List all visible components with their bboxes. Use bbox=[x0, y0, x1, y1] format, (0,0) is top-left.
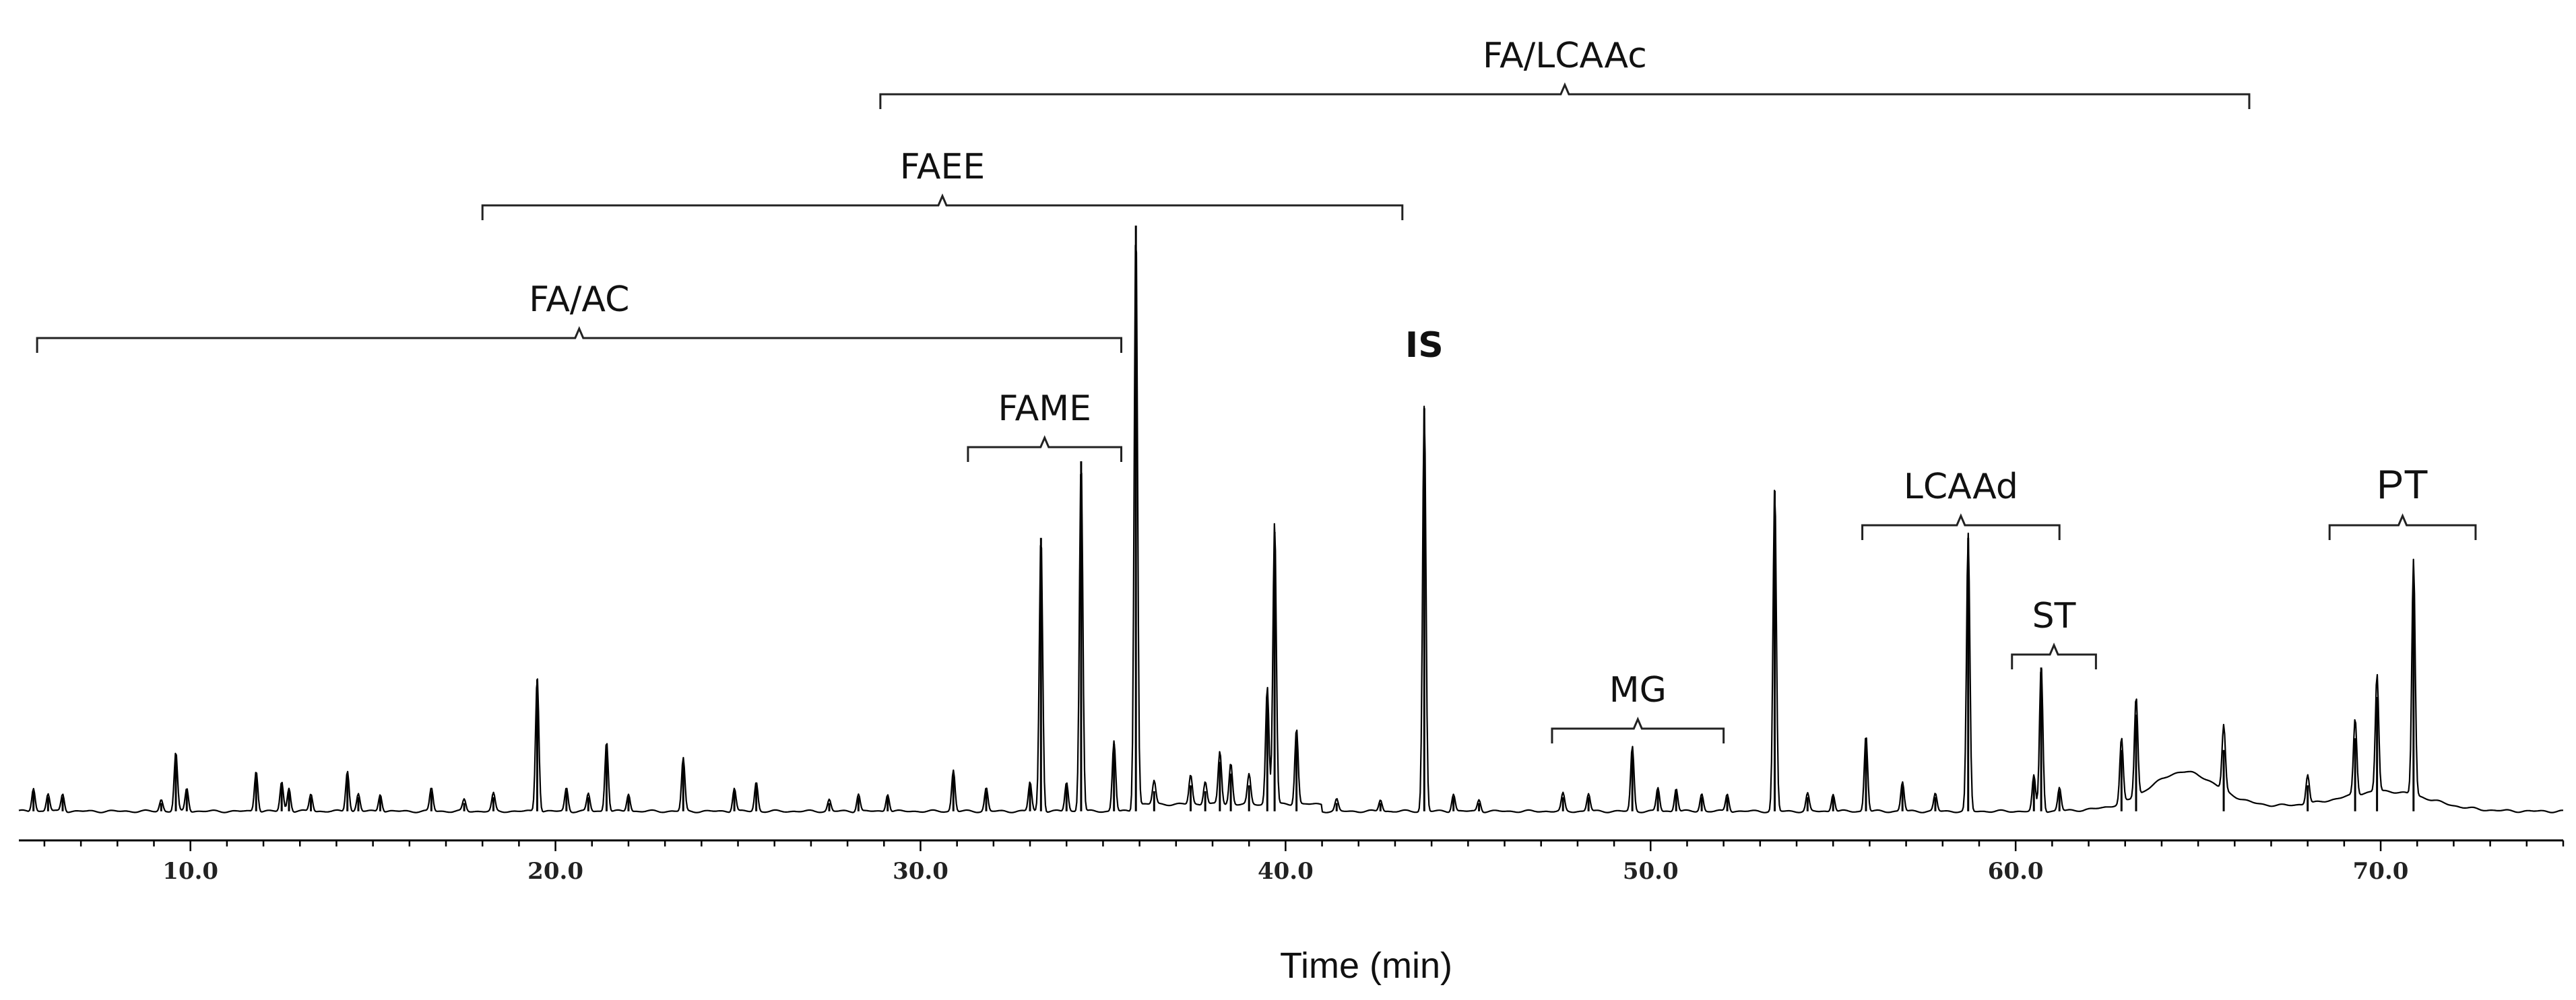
x-tick-label: 10.0 bbox=[162, 858, 218, 885]
x-tick-label: 50.0 bbox=[1623, 858, 1679, 885]
x-tick-label: 40.0 bbox=[1258, 858, 1314, 885]
bracket-mg: MG bbox=[1551, 670, 1725, 743]
bracket-line-pt bbox=[2328, 513, 2477, 540]
x-tick-label: 70.0 bbox=[2353, 858, 2409, 885]
label-lcaad: LCAAd bbox=[1904, 467, 2018, 507]
label-pt: PT bbox=[2377, 462, 2428, 507]
x-axis: 10.0 20.0 30.0 40.0 50.0 60.0 70.0 bbox=[19, 839, 2565, 885]
bracket-line-st bbox=[2011, 642, 2097, 669]
bracket-lcaad: LCAAd bbox=[1861, 467, 2061, 540]
series-line bbox=[18, 244, 2563, 813]
label-fame: FAME bbox=[998, 389, 1091, 429]
trace-layer bbox=[18, 226, 2563, 813]
x-tick-label: 30.0 bbox=[893, 858, 948, 885]
bracket-line-fa-lcaac bbox=[879, 82, 2251, 109]
bracket-faee: FAEE bbox=[481, 147, 1404, 220]
label-mg: MG bbox=[1609, 670, 1667, 710]
label-fa-ac: FA/AC bbox=[529, 279, 629, 320]
label-faee: FAEE bbox=[900, 147, 985, 187]
x-tick-label: 20.0 bbox=[527, 858, 583, 885]
bracket-fame: FAME bbox=[967, 389, 1123, 462]
bracket-line-mg bbox=[1551, 716, 1725, 743]
bracket-line-lcaad bbox=[1861, 513, 2061, 540]
label-st: ST bbox=[2032, 596, 2076, 636]
label-fa-lcaac: FA/LCAAc bbox=[1483, 36, 1647, 76]
bracket-st: ST bbox=[2011, 596, 2097, 669]
x-tick-label: 60.0 bbox=[1988, 858, 2044, 885]
bracket-fa-ac: FA/AC bbox=[36, 279, 1123, 353]
bracket-line-fa-ac bbox=[36, 326, 1123, 353]
bracket-pt: PT bbox=[2328, 462, 2477, 540]
bracket-line-faee bbox=[481, 193, 1404, 220]
label-is: IS bbox=[1405, 325, 1444, 366]
bracket-line-fame bbox=[967, 435, 1123, 462]
annotation-layer: FA/LCAAc FAEE FA/AC FAME IS LCAAd MG ST PT bbox=[36, 36, 2477, 743]
bracket-fa-lcaac: FA/LCAAc bbox=[879, 36, 2251, 109]
x-axis-title: Time (min) bbox=[1280, 945, 1452, 986]
